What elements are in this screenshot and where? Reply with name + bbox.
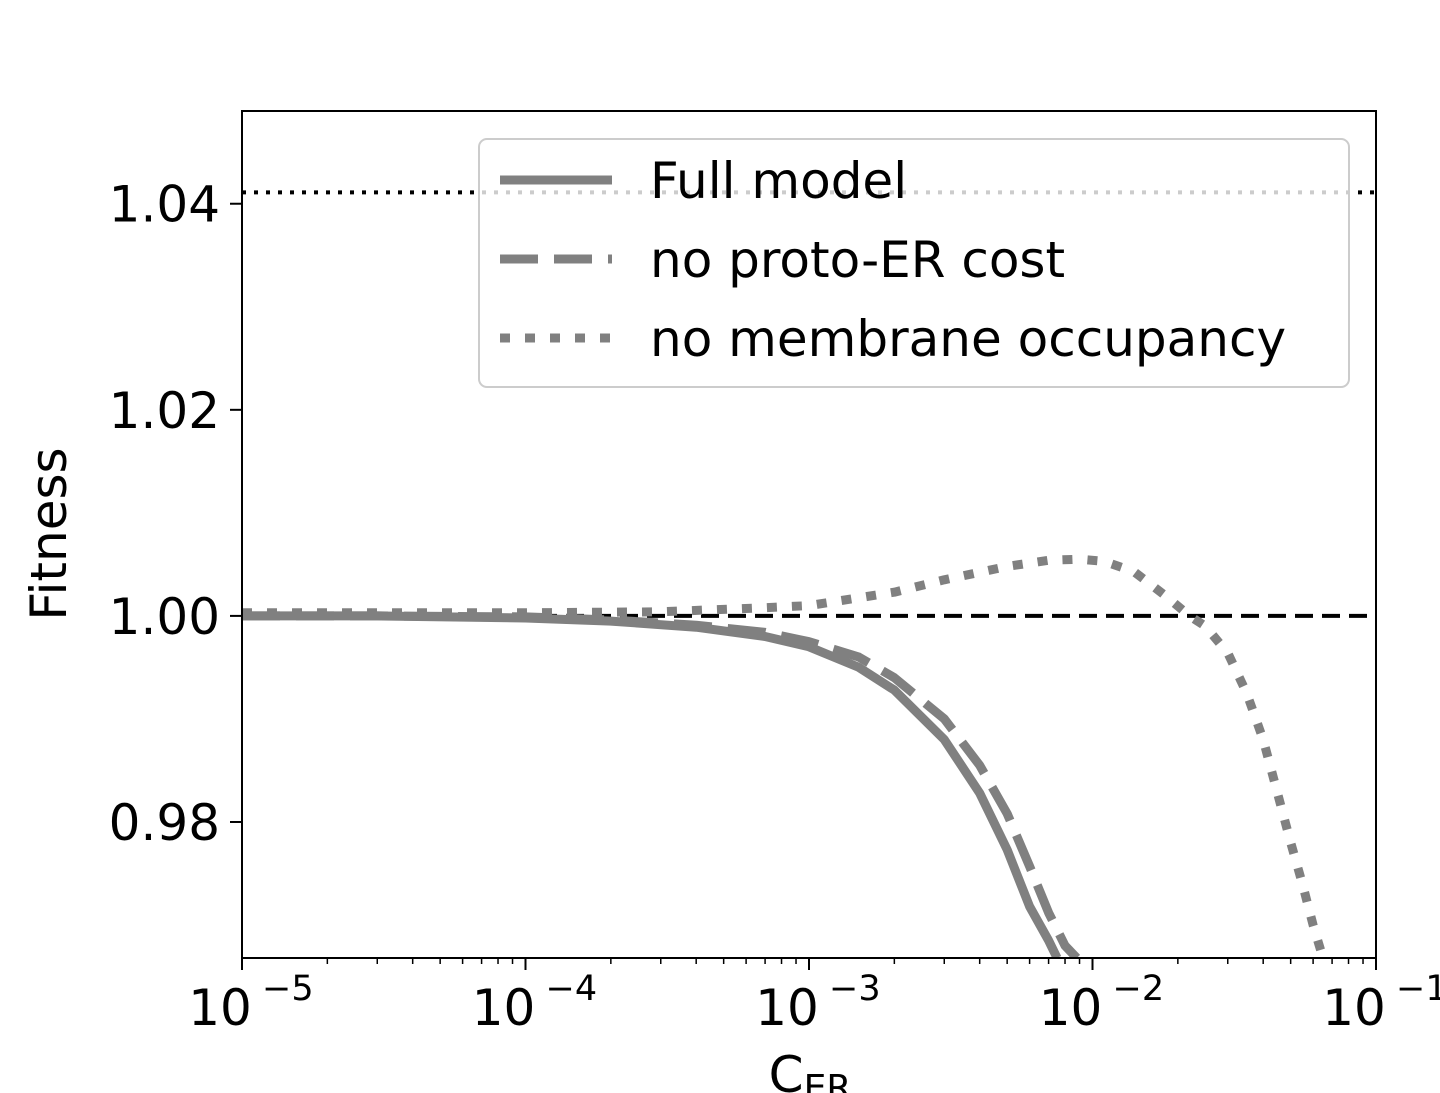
- x-tick-exponent: −4: [546, 969, 598, 1009]
- series-line-full-model: [242, 611, 1062, 958]
- series-line-no-proto-er-cost: [242, 611, 1081, 958]
- y-axis: 0.98 1.00 1.02 1.04: [109, 176, 242, 852]
- x-tick-label: 10: [472, 979, 536, 1037]
- x-tick-exponent: −1: [1396, 969, 1440, 1009]
- series-line-no-membrane-occupancy: [242, 554, 1328, 958]
- y-tick-label: 1.02: [109, 382, 220, 440]
- x-tick-label: 10: [1039, 979, 1103, 1037]
- y-tick-label: 1.04: [109, 176, 220, 234]
- x-axis: 10 −5 10 −4 10 −3 10 −2 10 −1: [188, 958, 1440, 1037]
- y-tick-label: 1.00: [109, 588, 220, 646]
- x-tick-exponent: −3: [829, 969, 881, 1009]
- legend-box: [478, 138, 1350, 388]
- legend-label-full-model: Full model: [650, 152, 907, 210]
- x-tick-label: 10: [1322, 979, 1386, 1037]
- legend: Full model no proto-ER cost no membrane …: [478, 138, 1350, 388]
- x-tick-label: 10: [188, 979, 252, 1037]
- y-axis-label: Fitness: [20, 447, 78, 620]
- legend-label-no-membrane-occupancy: no membrane occupancy: [650, 310, 1286, 368]
- legend-label-no-proto-er-cost: no proto-ER cost: [650, 231, 1065, 289]
- x-tick-label: 10: [755, 979, 819, 1037]
- y-tick-label: 0.98: [109, 794, 220, 852]
- x-tick-exponent: −5: [262, 969, 314, 1009]
- x-axis-label: CER: [769, 1046, 852, 1093]
- series-lines: [242, 554, 1328, 958]
- x-tick-exponent: −2: [1113, 969, 1165, 1009]
